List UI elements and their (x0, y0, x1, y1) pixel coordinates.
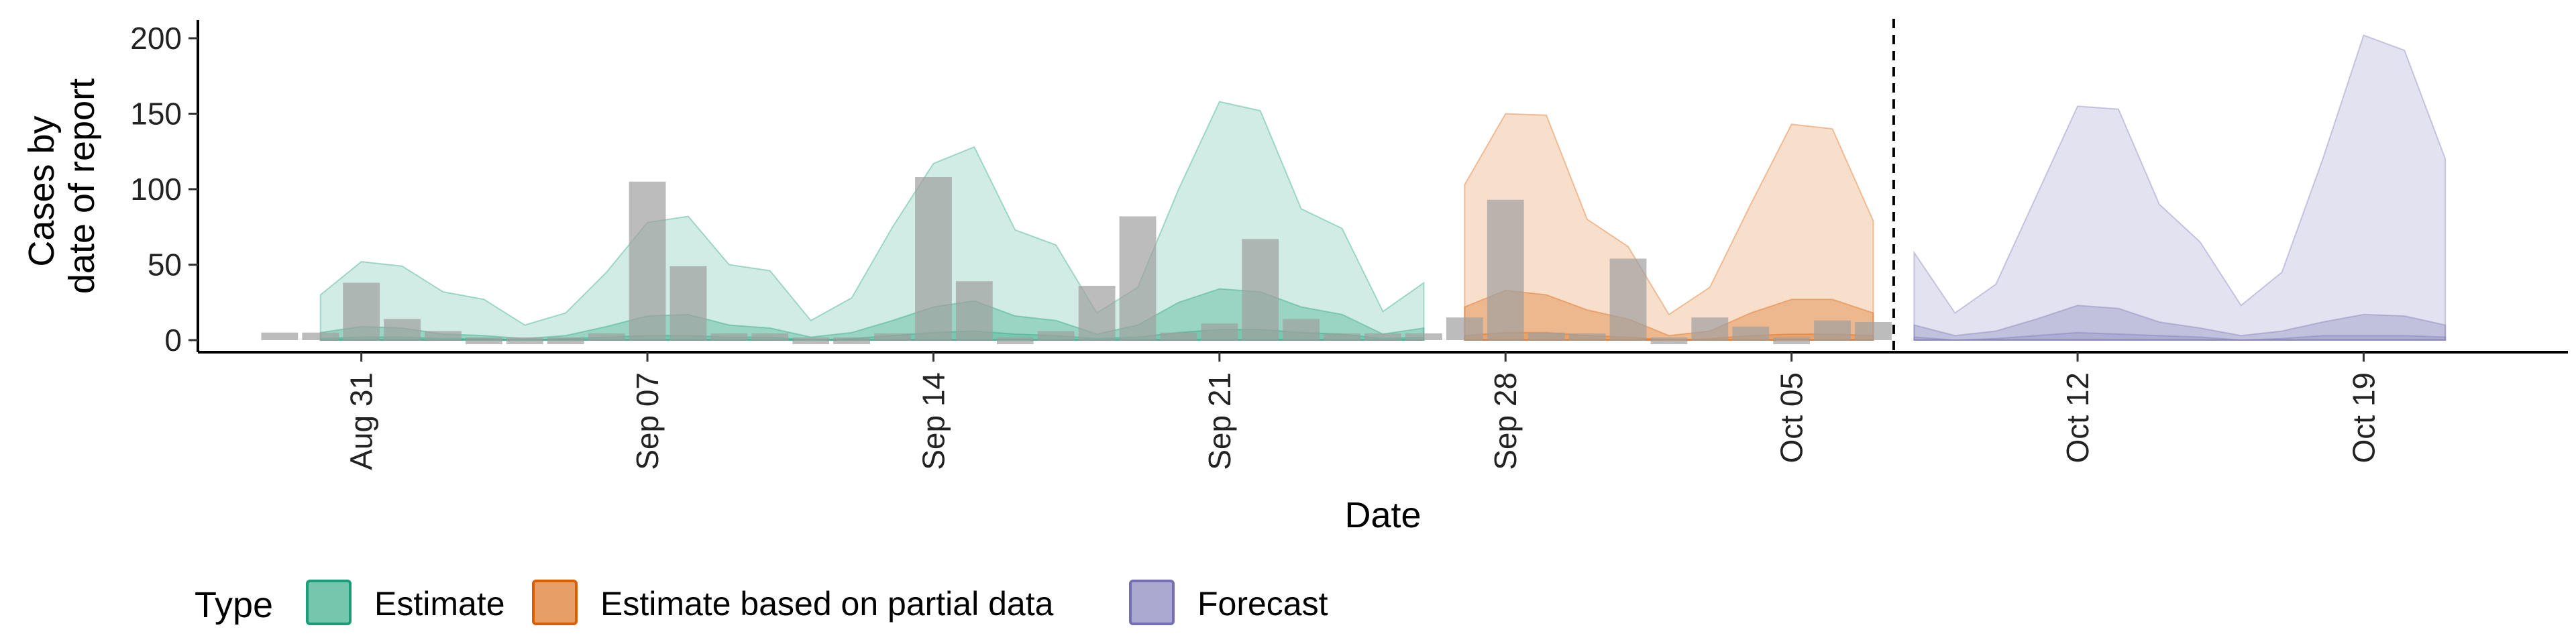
x-tick-label: Oct 05 (1774, 372, 1809, 464)
x-tick-label: Sep 28 (1488, 372, 1523, 470)
observed-bar (302, 332, 339, 340)
observed-bar (588, 333, 625, 340)
observed-bar (833, 337, 871, 344)
ribbon-outer-2 (1913, 34, 2447, 341)
legend-title: Type (195, 585, 273, 625)
y-axis-title: Cases by date of report (21, 78, 102, 294)
x-tick-label: Aug 31 (344, 372, 379, 470)
observed-bar (1283, 319, 1320, 340)
y-tick-label: 200 (130, 21, 182, 56)
observed-bar (1855, 322, 1892, 340)
x-ticks-layer: Aug 31 Sep 07 Sep 14 Sep 21 Sep 28 Oct 05 Oct … (344, 352, 2381, 470)
x-axis-title: Date (1344, 495, 1421, 535)
legend-entry-label: Estimate based on partial data (600, 585, 1054, 623)
observed-bar (1037, 331, 1075, 340)
legend-key (306, 580, 352, 625)
observed-bar (1446, 317, 1483, 340)
observed-bar (547, 337, 584, 344)
observed-bar (629, 181, 666, 340)
observed-bar (425, 331, 462, 340)
legend-entry-label: Forecast (1197, 585, 1328, 623)
observed-bar (1324, 333, 1360, 340)
observed-bar (1568, 333, 1606, 340)
x-tick-label: Oct 12 (2060, 372, 2095, 464)
observed-bar (343, 282, 380, 340)
observed-bar (1691, 317, 1729, 340)
x-tick-label: Sep 14 (916, 372, 951, 470)
observed-bar (669, 266, 707, 340)
observed-bar (710, 333, 748, 340)
observed-bar (1609, 258, 1647, 340)
observed-bar (506, 337, 543, 344)
y-tick-label: 0 (164, 323, 182, 358)
legend-entry-label: Estimate (374, 585, 505, 623)
observed-bar (1405, 333, 1442, 340)
observed-bar (1201, 323, 1238, 340)
legend: Type Estimate Estimate based on partial d… (195, 580, 1328, 625)
observed-bar (955, 281, 993, 340)
observed-bar (261, 332, 299, 340)
legend-key (532, 580, 578, 625)
legend-key (1129, 580, 1175, 625)
observed-bar (1650, 337, 1688, 344)
y-axis-title-line-2: date of report (62, 78, 102, 294)
observed-bar (1487, 199, 1524, 340)
observed-bar (465, 337, 502, 344)
observed-bar (1119, 216, 1157, 340)
x-tick-label: Sep 21 (1202, 372, 1237, 470)
observed-bar (1527, 332, 1565, 340)
ribbon-inner-2 (1913, 305, 2447, 341)
observed-bar (1160, 332, 1197, 340)
observed-bar (1732, 326, 1770, 340)
observed-bar (1078, 286, 1116, 340)
observed-bar (1773, 337, 1811, 344)
observed-bar (1364, 333, 1401, 340)
observed-bars-layer (261, 177, 1892, 344)
ribbon-core-2 (1913, 331, 2447, 341)
y-tick-label: 100 (130, 172, 182, 207)
y-ticks-layer: 0 50 100 150 200 (130, 21, 198, 358)
observed-bar (1242, 239, 1279, 340)
observed-bar (1814, 320, 1851, 340)
observed-bar (792, 337, 830, 344)
observed-bar (384, 319, 421, 340)
axes-layer (197, 20, 2568, 354)
y-axis-title-line-1: Cases by (21, 115, 62, 266)
observed-bar (751, 333, 789, 340)
x-tick-label: Oct 19 (2346, 372, 2381, 464)
x-tick-label: Sep 07 (630, 372, 665, 470)
y-tick-label: 150 (130, 97, 182, 131)
observed-bar (874, 333, 911, 340)
observed-bar (996, 337, 1034, 344)
observed-bar (915, 177, 952, 340)
y-tick-label: 50 (148, 248, 182, 282)
